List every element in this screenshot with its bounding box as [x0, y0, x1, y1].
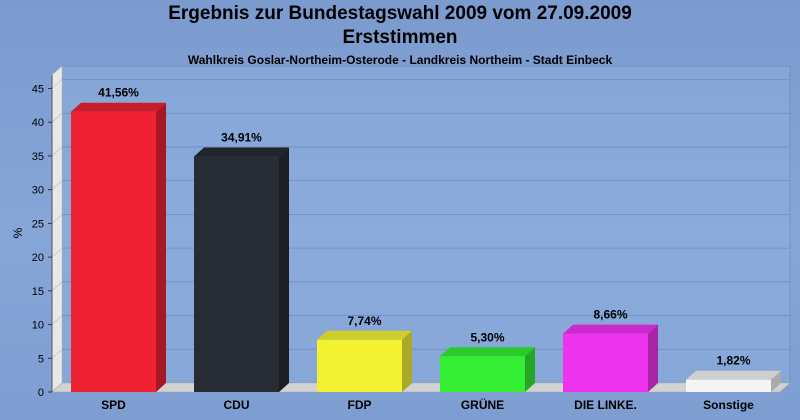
- bar-die-linke: [563, 324, 658, 392]
- category-label: DIE LINKE.: [574, 398, 637, 412]
- y-axis-label: %: [11, 227, 25, 238]
- bar-top: [317, 330, 412, 340]
- y-axis-ticks: 0 5 10 15 20 25 30 35 40 45: [32, 75, 53, 399]
- category-label: Sonstige: [703, 398, 754, 412]
- grid-line-side: [51, 112, 63, 123]
- data-label: 1,82%: [716, 354, 750, 368]
- chart-title: Ergebnis zur Bundestagswahl 2009 vom 27.…: [168, 3, 632, 24]
- bar-side: [156, 102, 166, 392]
- data-label: 34,91%: [221, 131, 262, 145]
- data-label: 8,66%: [593, 308, 627, 322]
- bar-spd: [71, 102, 166, 392]
- grid-line-side: [51, 79, 63, 89]
- bar-side: [648, 324, 658, 392]
- grid-line-side: [51, 146, 63, 157]
- bar-front: [563, 333, 648, 392]
- bar-side: [771, 370, 781, 392]
- bar-front: [686, 379, 771, 392]
- category-label: FDP: [348, 398, 372, 412]
- chart-subtitle: Wahlkreis Goslar-Northeim-Osterode - Lan…: [187, 53, 613, 67]
- y-tick-label: 0: [38, 387, 44, 399]
- grid-line-side: [51, 315, 63, 325]
- bar-top: [71, 102, 166, 112]
- bar-side: [402, 330, 412, 392]
- bar-side: [525, 347, 535, 392]
- category-label: CDU: [224, 398, 250, 412]
- grid-line-side: [51, 214, 63, 224]
- y-tick-label: 40: [32, 117, 44, 129]
- y-tick-label: 30: [32, 185, 44, 197]
- bar-top: [194, 147, 289, 157]
- category-label: SPD: [101, 398, 126, 412]
- grid-line-side: [51, 247, 63, 258]
- data-label: 41,56%: [98, 86, 139, 100]
- y-tick-label: 35: [32, 151, 44, 163]
- bars: [71, 102, 781, 392]
- category-label: GRÜNE: [461, 397, 504, 412]
- grid-lines: [51, 79, 790, 359]
- bar-top: [440, 347, 535, 357]
- bar-front: [71, 111, 156, 392]
- grid-line-side: [51, 281, 63, 292]
- back-wall: [61, 65, 791, 384]
- bar-sonstige: [686, 370, 781, 392]
- grid-line-side: [51, 348, 63, 359]
- y-tick-label: 45: [32, 83, 44, 95]
- y-tick-label: 25: [32, 218, 44, 230]
- bar-gr-ne: [440, 347, 535, 392]
- grid-line-side: [51, 180, 63, 190]
- y-tick-label: 10: [32, 320, 44, 332]
- bar-fdp: [317, 330, 412, 392]
- y-tick-label: 20: [32, 252, 44, 264]
- data-label: 5,30%: [470, 330, 504, 344]
- bar-front: [317, 339, 402, 392]
- x-axis-categories: SPD CDU FDP GRÜNE DIE LINKE. Sonstige: [101, 397, 754, 412]
- y-tick-label: 15: [32, 286, 44, 298]
- chart-title-line2: Erststimmen: [342, 27, 458, 48]
- bar-top: [686, 370, 781, 380]
- data-labels: 41,56% 34,91% 7,74% 5,30% 8,66% 1,82%: [98, 86, 751, 368]
- bar-front: [194, 156, 279, 392]
- bar-front: [440, 356, 525, 392]
- y-tick-label: 5: [38, 353, 44, 365]
- bar-cdu: [194, 147, 289, 392]
- data-label: 7,74%: [347, 314, 381, 328]
- bar-top: [563, 324, 658, 334]
- bar-side: [279, 147, 289, 392]
